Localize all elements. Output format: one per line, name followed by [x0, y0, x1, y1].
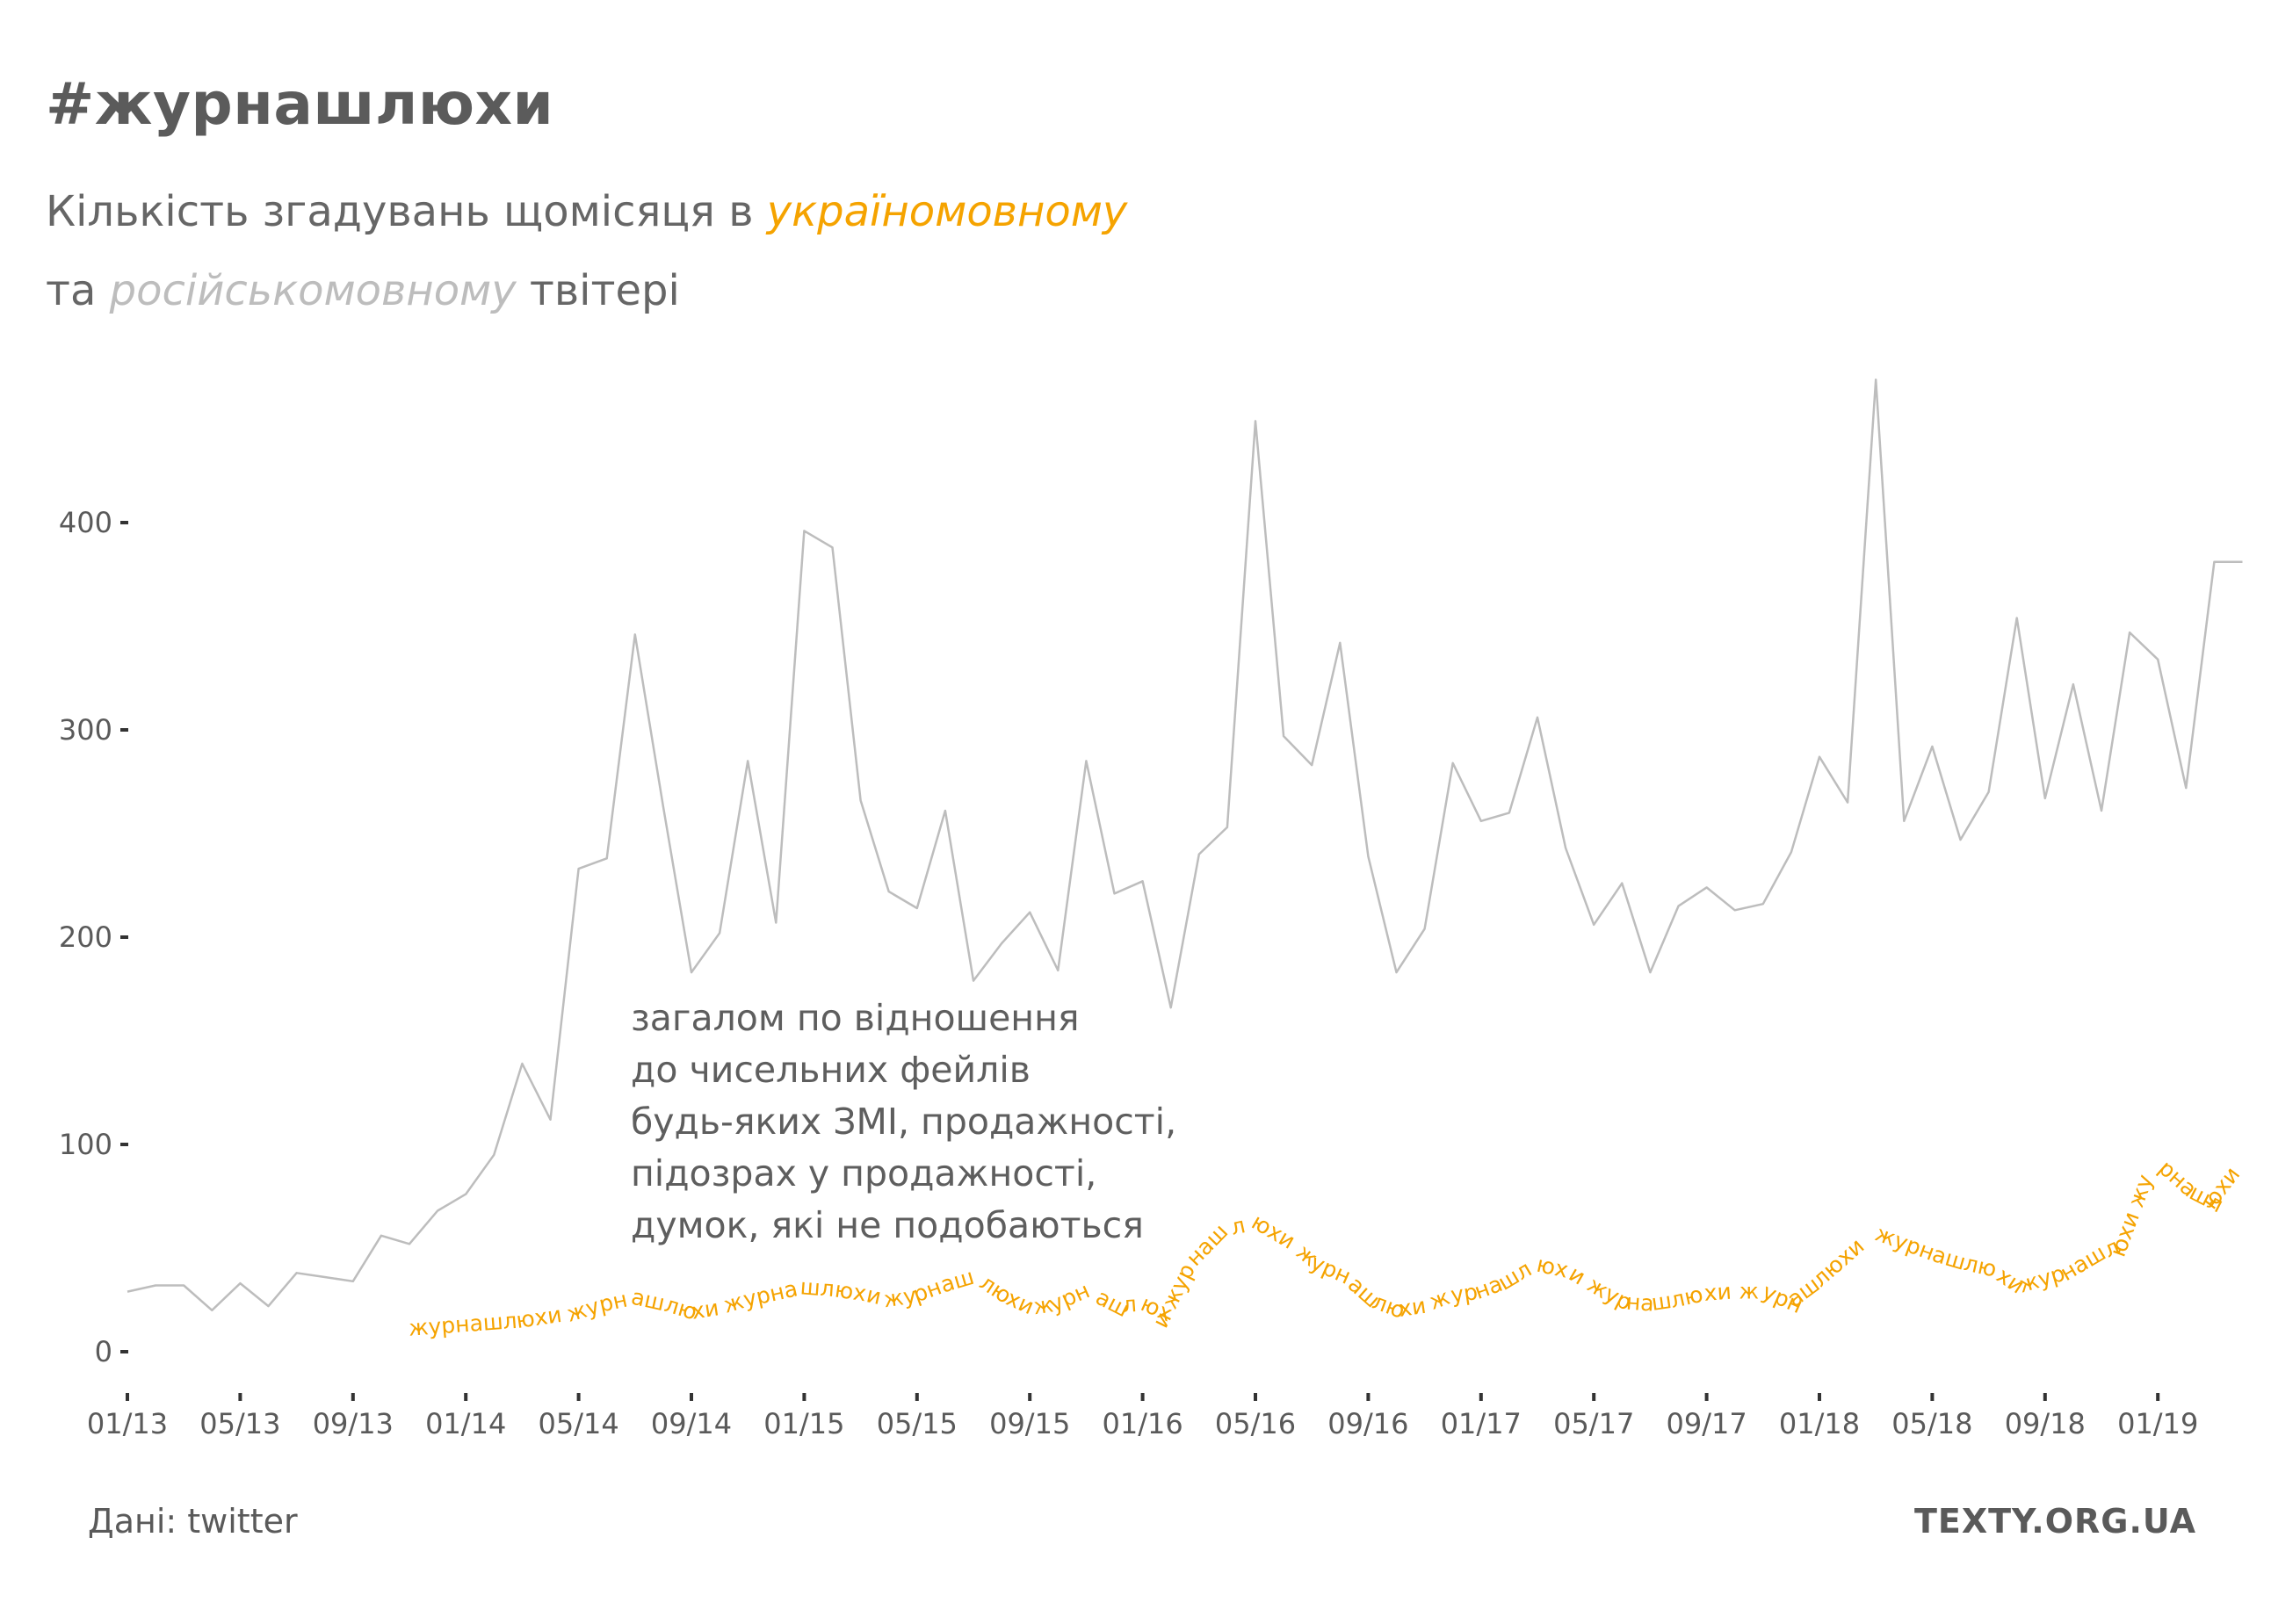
- annotation-line: до чисельних фейлів: [631, 1049, 1031, 1091]
- annotation-line: підозрах у продажності,: [631, 1152, 1097, 1195]
- annotation-line: думок, які не подобаються: [631, 1204, 1144, 1246]
- series-line-russian: [127, 378, 2243, 1312]
- x-tick-label: 01/14: [425, 1407, 506, 1440]
- subtitle-text: Кількість згадувань щомісяця в: [46, 187, 767, 236]
- chart-subtitle: Кількість згадувань щомісяця в україномо…: [46, 172, 1627, 330]
- axes: 0 100 200 300 400 01/13 05/13 09/13 01/14 05/14 09…: [59, 506, 2198, 1440]
- annotation-line: будь-яких ЗМІ, продажності,: [631, 1101, 1177, 1143]
- subtitle-text-3: твітері: [516, 266, 680, 315]
- x-tick-label: 09/17: [1666, 1407, 1747, 1440]
- chart-annotation: загалом по відношення до чисельних фейлі…: [631, 992, 1421, 1252]
- x-tick-label: 05/15: [877, 1407, 958, 1440]
- x-tick-label: 09/18: [2005, 1407, 2086, 1440]
- x-tick-label: 05/17: [1553, 1407, 1634, 1440]
- x-tick-label: 05/13: [199, 1407, 280, 1440]
- x-tick-label: 05/18: [1891, 1407, 1972, 1440]
- subtitle-text-2: та: [46, 266, 110, 315]
- y-tick-label: 300: [59, 713, 112, 747]
- x-tick-label: 05/14: [538, 1407, 618, 1440]
- y-tick-label: 400: [59, 506, 112, 539]
- x-tick-label: 01/13: [87, 1407, 168, 1440]
- x-tick-label: 09/16: [1327, 1407, 1408, 1440]
- y-tick-label: 0: [95, 1335, 112, 1368]
- x-tick-label: 01/19: [2117, 1407, 2198, 1440]
- data-source: Дані: twitter: [88, 1502, 298, 1541]
- subtitle-ukrainian-label: україномовному: [766, 187, 1128, 236]
- x-tick-label: 01/18: [1779, 1407, 1860, 1440]
- x-tick-label: 09/15: [989, 1407, 1070, 1440]
- annotation-line: загалом по відношення: [631, 997, 1080, 1039]
- y-tick-label: 100: [59, 1128, 112, 1161]
- subtitle-russian-label: російськомовному: [109, 266, 517, 315]
- x-tick-label: 01/17: [1441, 1407, 1522, 1440]
- chart-title: #журнашлюхи: [46, 70, 554, 138]
- x-tick-label: 09/14: [651, 1407, 732, 1440]
- x-tick-label: 01/15: [763, 1407, 844, 1440]
- x-tick-label: 09/13: [313, 1407, 394, 1440]
- x-tick-label: 01/16: [1102, 1407, 1183, 1440]
- x-tick-label: 05/16: [1215, 1407, 1296, 1440]
- brand-link[interactable]: TEXTY.ORG.UA: [1913, 1502, 2196, 1541]
- y-tick-label: 200: [59, 920, 112, 954]
